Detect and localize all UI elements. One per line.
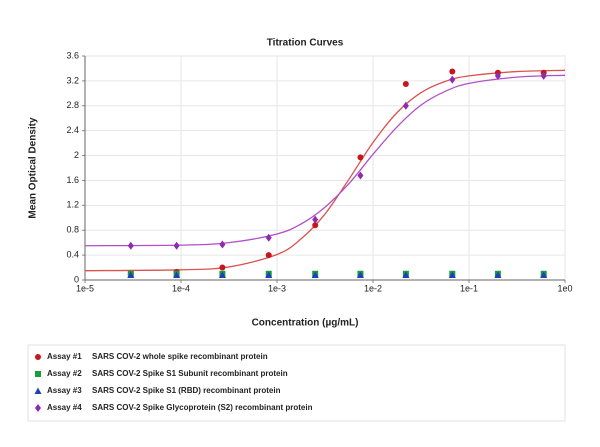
x-tick-label: 1e-2 <box>364 283 382 293</box>
y-tick-label: 3.6 <box>66 50 79 60</box>
point <box>265 233 272 242</box>
point <box>311 271 319 279</box>
legend-marker <box>35 371 41 377</box>
x-axis-label: Concentration (µg/mL) <box>252 318 359 329</box>
y-tick-label: 2.4 <box>66 125 79 135</box>
point <box>494 271 502 279</box>
legend-box <box>27 344 566 422</box>
y-axis-label: Mean Optical Density <box>28 117 39 219</box>
point <box>540 71 547 80</box>
point <box>356 271 364 279</box>
point <box>540 271 548 279</box>
plot-area: 0 0.4 0.8 1.2 1.6 2 2.4 2.8 3.2 3.6 1e-5 1e-4 1e-3 1e… <box>66 50 572 293</box>
point <box>312 215 319 224</box>
point <box>312 222 319 229</box>
point <box>449 68 456 75</box>
y-tick-label: 2 <box>74 150 79 160</box>
point <box>402 101 409 110</box>
legend-marker <box>35 354 41 360</box>
chart-title: Titration Curves <box>267 38 344 49</box>
point <box>173 271 181 279</box>
point <box>218 271 226 279</box>
y-tick-label: 0.8 <box>66 225 79 235</box>
legend-label: Assay #1 <box>47 352 82 361</box>
point <box>219 264 226 271</box>
point <box>494 71 501 80</box>
y-tick-label: 0 <box>74 274 79 284</box>
point <box>265 252 272 259</box>
point <box>127 241 134 250</box>
legend-label: Assay #2 <box>47 369 82 378</box>
point <box>449 75 456 84</box>
point <box>357 154 364 161</box>
point <box>265 271 273 279</box>
plot-background <box>84 55 566 281</box>
fit-curve <box>84 69 566 272</box>
legend: Assay #1 SARS COV-2 whole spike recombina… <box>34 352 313 412</box>
legend-label: Assay #4 <box>47 403 82 412</box>
point <box>402 271 410 279</box>
legend-description: SARS COV-2 Spike Glycoprotein (S2) recom… <box>92 403 313 412</box>
y-tick-label: 3.2 <box>66 75 79 85</box>
x-tick-label: 1e-5 <box>76 283 94 293</box>
legend-description: SARS COV-2 Spike S1 Subunit recombinant … <box>92 369 288 378</box>
y-tick-label: 1.2 <box>66 200 79 210</box>
x-tick-label: 1e-3 <box>268 283 286 293</box>
x-tick-label: 1e-1 <box>460 283 478 293</box>
legend-description: SARS COV-2 whole spike recombinant prote… <box>92 352 268 361</box>
y-tick-label: 2.8 <box>66 100 79 110</box>
legend-marker <box>34 387 42 394</box>
x-tick-label: 1e0 <box>557 283 572 293</box>
point <box>402 81 409 87</box>
legend-marker <box>35 404 41 412</box>
point <box>173 241 180 250</box>
point <box>219 240 226 249</box>
legend-label: Assay #3 <box>47 386 82 395</box>
y-tick-label: 1.6 <box>66 175 79 185</box>
legend-description: SARS COV-2 Spike S1 (RBD) recombinant pr… <box>92 386 281 395</box>
point <box>448 271 456 279</box>
fit-curve <box>84 74 566 247</box>
x-tick-label: 1e-4 <box>172 283 190 293</box>
point <box>357 171 364 180</box>
point <box>127 271 135 279</box>
y-tick-label: 0.4 <box>66 249 79 259</box>
